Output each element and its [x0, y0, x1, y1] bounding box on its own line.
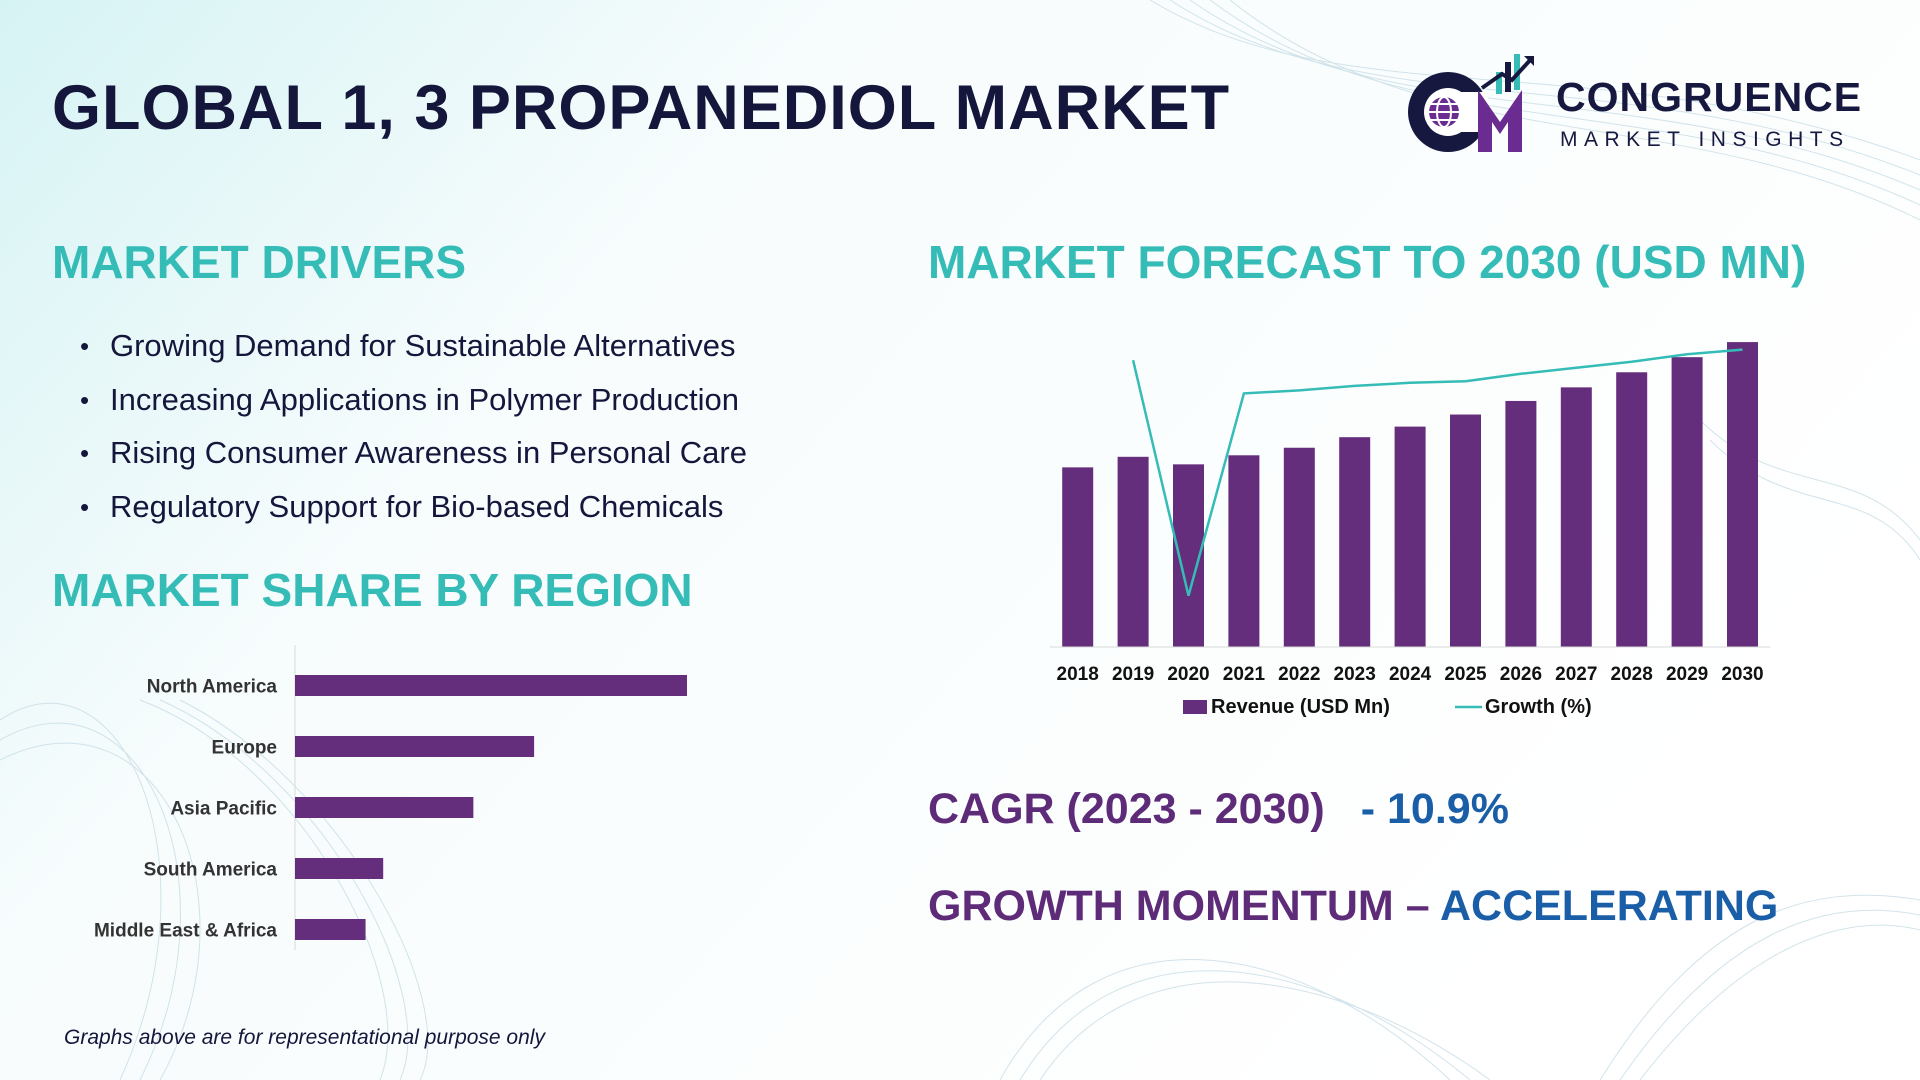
forecast-title: MARKET FORECAST TO 2030 (USD MN)	[928, 236, 1807, 288]
driver-item: Growing Demand for Sustainable Alternati…	[80, 322, 747, 376]
revenue-bar	[1671, 357, 1703, 647]
legend-revenue-label: Revenue (USD Mn)	[1211, 696, 1390, 718]
revenue-bar	[1062, 467, 1094, 647]
page-title: GLOBAL 1, 3 PROPANEDIOL MARKET	[52, 73, 1231, 143]
drivers-title: MARKET DRIVERS	[52, 236, 467, 288]
growth-line	[1131, 348, 1743, 597]
momentum-label: GROWTH MOMENTUM –	[928, 882, 1440, 930]
momentum-line: GROWTH MOMENTUM – ACCELERATING	[928, 882, 1778, 931]
region-bar-chart: North America Europe Asia Pacific South Ame…	[94, 645, 687, 950]
logo-name: CONGRUENCE	[1556, 74, 1863, 120]
footnote: Graphs above are for representational pu…	[64, 1026, 545, 1049]
region-bar	[295, 797, 474, 818]
driver-item: Regulatory Support for Bio-based Chemica…	[80, 483, 747, 537]
cagr-value: - 10.9%	[1360, 785, 1509, 833]
revenue-bar	[1283, 447, 1315, 647]
legend-growth-label: Growth (%)	[1485, 696, 1592, 718]
year-tick-label: 2024	[1389, 664, 1432, 685]
region-tick-label: Europe	[212, 738, 277, 759]
region-tick-label: Middle East & Africa	[94, 921, 277, 942]
revenue-bar	[1228, 455, 1260, 647]
region-bar	[295, 736, 535, 757]
forecast-combo-chart: 2018 2019 2020 2021 2022 2023 2024 2025 2026 2027…	[1050, 342, 1771, 718]
momentum-value: ACCELERATING	[1439, 882, 1779, 930]
year-tick-label: 2020	[1167, 664, 1209, 685]
region-tick-label: South America	[144, 860, 278, 881]
year-tick-label: 2027	[1555, 664, 1597, 685]
revenue-bar	[1560, 387, 1592, 647]
year-tick-label: 2022	[1278, 664, 1320, 685]
year-tick-label: 2028	[1611, 664, 1653, 685]
revenue-bar	[1505, 400, 1537, 647]
region-bar	[295, 675, 687, 696]
year-tick-label: 2019	[1112, 664, 1154, 685]
region-bar	[295, 919, 366, 940]
region-title: MARKET SHARE BY REGION	[52, 564, 693, 616]
year-tick-label: 2030	[1721, 664, 1763, 685]
region-bar	[295, 858, 384, 879]
revenue-bar	[1394, 426, 1426, 647]
revenue-bar	[1450, 414, 1481, 647]
region-tick-label: North America	[147, 677, 278, 698]
year-tick-label: 2025	[1444, 664, 1487, 685]
year-tick-label: 2023	[1334, 664, 1376, 685]
revenue-bar	[1616, 372, 1648, 647]
revenue-bar	[1339, 437, 1371, 647]
year-tick-label: 2018	[1057, 664, 1099, 685]
revenue-bar	[1727, 342, 1758, 647]
drivers-list: Growing Demand for Sustainable Alternati…	[80, 322, 747, 536]
company-logo: CONGRUENCE MARKET INSIGHTS	[1400, 52, 1880, 162]
cagr-label: CAGR (2023 - 2030)	[928, 785, 1325, 833]
logo-subtitle: MARKET INSIGHTS	[1560, 128, 1850, 151]
legend-revenue-swatch	[1183, 700, 1207, 714]
year-tick-label: 2021	[1223, 664, 1266, 685]
year-tick-label: 2029	[1666, 664, 1708, 685]
driver-item: Rising Consumer Awareness in Personal Ca…	[80, 429, 747, 483]
logo-mark-icon	[1408, 54, 1534, 152]
revenue-bar	[1117, 456, 1149, 647]
cagr-line: CAGR (2023 - 2030) - 10.9%	[928, 785, 1509, 834]
year-tick-label: 2026	[1500, 664, 1542, 685]
driver-item: Increasing Applications in Polymer Produ…	[80, 376, 747, 430]
region-tick-label: Asia Pacific	[170, 799, 277, 820]
